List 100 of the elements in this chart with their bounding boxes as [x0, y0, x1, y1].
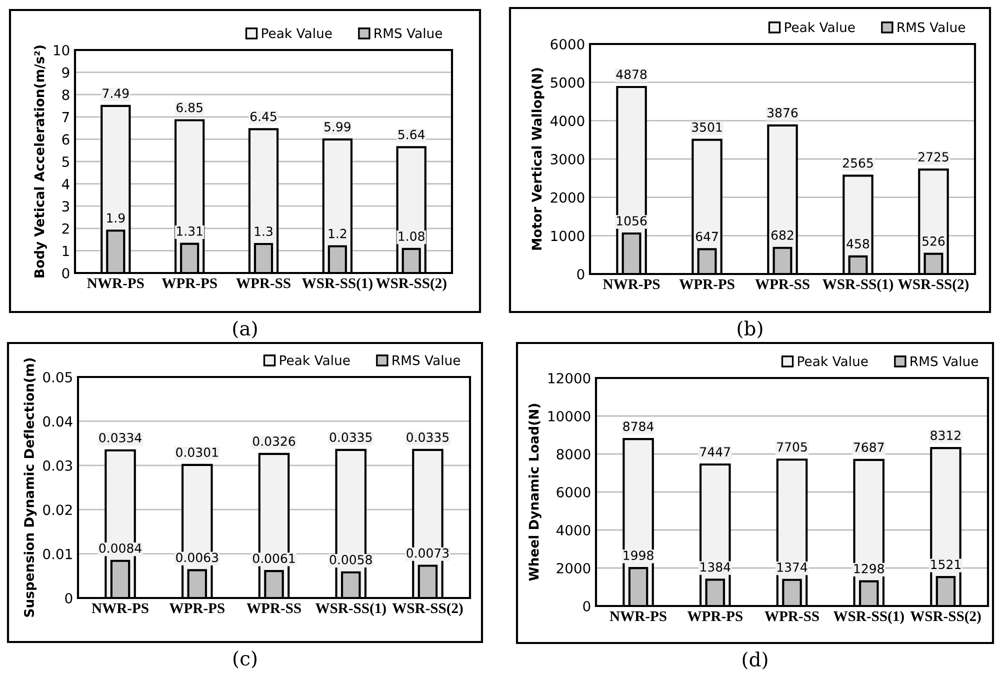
x-tick-label: WSR-SS(2)	[392, 602, 463, 616]
data-label: 1.9	[107, 213, 125, 223]
y-tick-label: 0	[577, 268, 584, 280]
data-label: 1056	[616, 216, 647, 226]
legend-label: RMS Value	[910, 356, 978, 366]
data-label: 7447	[700, 447, 730, 456]
data-label: 1.08	[398, 231, 424, 241]
data-label: 1998	[624, 550, 654, 560]
x-tick-label: WSR-SS(1)	[822, 278, 894, 292]
data-label: 526	[922, 236, 945, 246]
data-label: 5.64	[398, 130, 425, 140]
x-tick-label: WPR-PS	[679, 279, 734, 290]
data-label: 0.0334	[99, 432, 142, 442]
data-label: 1.3	[254, 226, 272, 236]
y-axis-title: Wheel Dynamic Load(N)	[528, 404, 542, 581]
x-tick-label: WSR-SS(2)	[910, 610, 981, 624]
y-tick-label: 3	[62, 201, 70, 212]
text: (d)	[742, 652, 768, 670]
y-tick-label: 0.05	[43, 372, 72, 382]
legend-label: Peak Value	[262, 28, 332, 38]
x-tick-label: WPR-SS	[246, 603, 301, 614]
data-label: 0.0084	[99, 543, 142, 553]
data-label: 0.0335	[330, 432, 372, 442]
x-tick-label: NWR-PS	[603, 279, 660, 290]
x-tick-label: WPR-PS	[687, 611, 742, 622]
y-tick-label: 1000	[551, 230, 584, 242]
y-axis-title: Suspension Dynamic Deflection(m)	[24, 358, 37, 617]
data-label: 0.0063	[176, 552, 218, 562]
data-label: 1384	[700, 562, 730, 572]
data-label: 3876	[768, 108, 798, 118]
data-label: 2725	[918, 152, 948, 162]
legend-label: RMS Value	[392, 354, 460, 366]
data-label: 7687	[854, 442, 884, 452]
data-label: 682	[771, 230, 794, 240]
y-tick-label: 2000	[556, 562, 590, 574]
data-label: 4878	[616, 70, 647, 80]
data-label: 0.0301	[176, 448, 218, 457]
text: (b)	[738, 320, 762, 338]
x-tick-label: WSR-SS(2)	[898, 278, 968, 292]
text: (c)	[234, 650, 256, 668]
legend-label: RMS Value	[898, 22, 966, 32]
text: (a)	[233, 320, 257, 338]
x-tick-label: WPR-SS	[764, 611, 819, 622]
data-label: 8784	[623, 422, 654, 432]
data-label: 1298	[854, 564, 884, 574]
data-label: 1.2	[328, 228, 346, 238]
x-tick-label: WSR-SS(1)	[833, 610, 904, 624]
data-label: 458	[846, 239, 870, 248]
y-tick-label: 10	[54, 44, 70, 56]
x-tick-label: NWR-PS	[610, 611, 666, 622]
data-label: 7.49	[102, 88, 129, 98]
y-tick-label: 0.02	[43, 504, 72, 516]
y-tick-label: 5000	[550, 77, 584, 88]
x-tick-label: NWR-PS	[87, 278, 144, 288]
data-label: 8312	[930, 430, 960, 440]
x-tick-label: WSR-SS(1)	[315, 602, 386, 616]
y-tick-label: 4000	[550, 116, 584, 126]
y-tick-label: 0.01	[43, 548, 72, 560]
y-tick-label: 0.03	[43, 460, 72, 471]
x-tick-label: NWR-PS	[92, 603, 148, 614]
data-label: 0.0058	[330, 554, 372, 564]
y-tick-label: 2000	[550, 192, 584, 203]
data-label: 5.99	[324, 122, 350, 132]
legend-label: Peak Value	[280, 354, 350, 366]
y-tick-label: 6	[62, 134, 70, 145]
y-tick-label: 5	[62, 156, 69, 167]
data-label: 0.0326	[252, 436, 296, 446]
legend-label: RMS Value	[374, 28, 442, 38]
data-label: 1521	[931, 560, 960, 570]
y-tick-label: 9	[62, 67, 70, 78]
data-label: 6.45	[250, 112, 276, 122]
y-tick-label: 0	[62, 268, 70, 278]
data-label: 1374	[777, 562, 808, 572]
data-label: 0.0061	[252, 554, 295, 564]
x-tick-label: WSR-SS(2)	[376, 278, 446, 292]
y-tick-label: 7	[62, 112, 69, 122]
y-tick-label: 0.04	[43, 416, 72, 427]
data-label: 2565	[843, 158, 873, 168]
y-tick-label: 10000	[548, 410, 590, 422]
y-tick-label: 4000	[556, 524, 590, 536]
y-tick-label: 8	[62, 90, 70, 100]
y-tick-label: 0	[583, 600, 590, 612]
x-tick-label: WPR-SS	[236, 278, 290, 288]
y-tick-label: 1	[62, 246, 69, 256]
y-tick-label: 2	[62, 223, 69, 234]
data-label: 0.0335	[406, 432, 449, 442]
legend-label: Peak Value	[798, 356, 868, 366]
y-axis-title: Motor Vertical Wallop(N)	[531, 68, 544, 250]
data-label: 0.0073	[406, 548, 449, 558]
data-label: 6.85	[176, 102, 202, 112]
x-tick-label: WPR-PS	[169, 603, 224, 614]
data-label: 1.31	[177, 226, 202, 236]
y-tick-label: 12000	[548, 372, 590, 384]
data-label: 647	[696, 232, 718, 242]
y-tick-label: 8000	[556, 448, 590, 460]
y-tick-label: 3000	[550, 154, 584, 164]
x-tick-label: WSR-SS(1)	[302, 278, 372, 292]
x-tick-label: WPR-PS	[162, 278, 217, 288]
data-label: 3501	[692, 122, 722, 132]
y-tick-label: 4	[62, 178, 70, 190]
